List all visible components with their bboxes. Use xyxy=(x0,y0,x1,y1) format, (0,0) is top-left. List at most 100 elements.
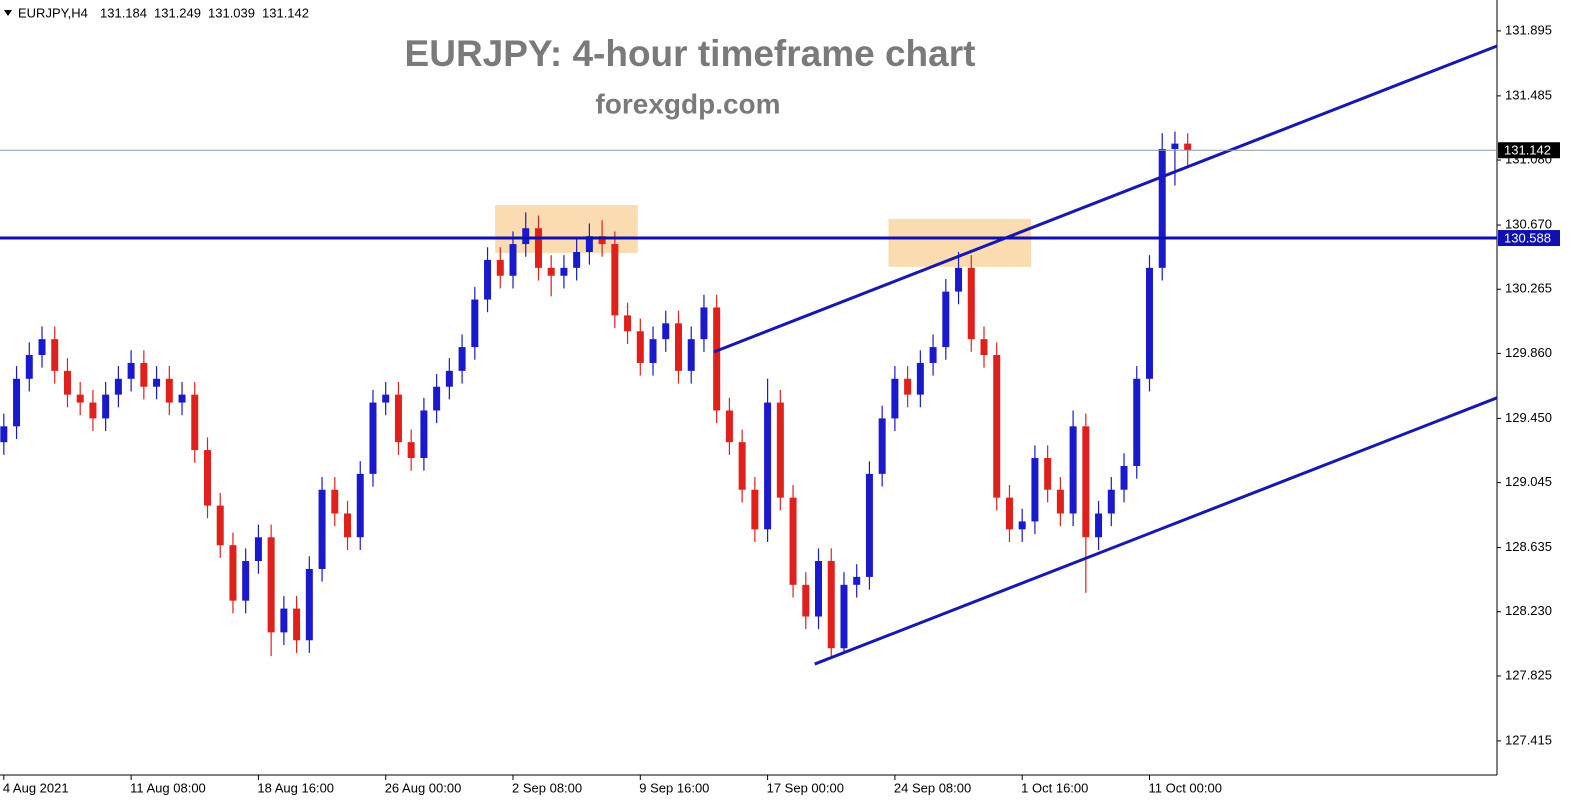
candle-body xyxy=(1018,521,1026,530)
candle-body xyxy=(789,497,797,585)
x-tick-label: 2 Sep 08:00 xyxy=(512,780,582,795)
x-tick-label: 11 Oct 00:00 xyxy=(1148,780,1221,795)
candle-body xyxy=(764,402,772,530)
candle-body xyxy=(840,584,848,649)
zone xyxy=(888,218,1032,267)
candle-body xyxy=(1107,489,1115,514)
candle-body xyxy=(420,410,428,459)
candle-body xyxy=(496,259,504,276)
x-tick-label: 9 Sep 16:00 xyxy=(639,780,709,795)
candle-body xyxy=(853,576,861,585)
candle-body xyxy=(980,339,988,356)
candle-body xyxy=(827,561,835,649)
level-label: 130.588 xyxy=(1504,230,1551,245)
y-tick-label: 129.860 xyxy=(1505,345,1552,360)
candle-body xyxy=(25,355,33,379)
candle-body xyxy=(547,267,555,276)
level-box xyxy=(1498,230,1560,247)
candle-body xyxy=(114,378,122,395)
candle-body xyxy=(1184,143,1192,151)
candle-body xyxy=(687,339,695,371)
candle-body xyxy=(815,561,823,617)
header-low: 131.039 xyxy=(208,5,255,20)
y-tick-label: 128.230 xyxy=(1505,603,1552,618)
candle-body xyxy=(1031,458,1039,522)
candle-body xyxy=(738,442,746,490)
y-tick-label: 130.265 xyxy=(1505,281,1552,296)
x-tick-label: 11 Aug 08:00 xyxy=(130,780,206,795)
y-tick-label: 130.670 xyxy=(1505,216,1552,231)
candle-body xyxy=(955,267,963,292)
y-tick-label: 131.485 xyxy=(1505,87,1552,102)
candle-body xyxy=(356,473,364,538)
candle-body xyxy=(674,323,682,371)
candle-body xyxy=(522,228,530,245)
x-tick-label: 18 Aug 16:00 xyxy=(257,780,334,795)
candle-body xyxy=(63,370,71,395)
candle-body xyxy=(433,386,441,411)
y-tick-label: 127.415 xyxy=(1505,732,1552,747)
candle-body xyxy=(624,315,632,332)
candle-body xyxy=(891,378,899,419)
header-open: 131.184 xyxy=(100,5,147,20)
candle-body xyxy=(611,244,619,316)
candle-body xyxy=(458,347,466,371)
candle-body xyxy=(904,378,912,395)
candle-body xyxy=(1005,497,1013,530)
x-tick-label: 24 Sep 08:00 xyxy=(894,780,971,795)
candle-body xyxy=(1069,426,1077,514)
candle-body xyxy=(382,394,390,403)
candle-body xyxy=(318,489,326,569)
candle-body xyxy=(407,442,415,459)
candle-body xyxy=(153,378,161,387)
candle-body xyxy=(878,418,886,474)
candle-body xyxy=(802,584,810,617)
y-tick-label: 129.450 xyxy=(1505,410,1552,425)
candle-body xyxy=(254,537,262,562)
candle-body xyxy=(700,307,708,340)
x-tick-label: 26 Aug 00:00 xyxy=(385,780,462,795)
candle-body xyxy=(38,339,46,356)
candle-body xyxy=(280,608,288,633)
menu-arrow[interactable] xyxy=(4,10,12,16)
candle-body xyxy=(369,402,377,474)
candle-body xyxy=(1145,267,1153,379)
candle-body xyxy=(191,394,199,451)
candle-body xyxy=(751,489,759,530)
candle-body xyxy=(776,402,784,498)
candle-body xyxy=(229,545,237,601)
candle-body xyxy=(598,236,606,245)
y-tick-label: 131.895 xyxy=(1505,22,1552,37)
candle-body xyxy=(344,513,352,538)
candle-body xyxy=(1044,458,1052,490)
candle-body xyxy=(534,228,542,268)
candle-body xyxy=(916,362,924,395)
last-price-label: 131.142 xyxy=(1504,143,1551,158)
candle-body xyxy=(636,331,644,363)
candle-body xyxy=(0,426,8,443)
candle-body xyxy=(865,473,873,577)
candle-body xyxy=(140,362,148,387)
trend-line xyxy=(713,44,1498,354)
candle-body xyxy=(331,489,339,514)
chart-title: EURJPY: 4-hour timeframe chart xyxy=(405,33,976,74)
candle-body xyxy=(573,251,581,268)
header-high: 131.249 xyxy=(154,5,201,20)
x-tick-label: 1 Oct 16:00 xyxy=(1021,780,1088,795)
candle-body xyxy=(967,267,975,340)
y-tick-label: 127.825 xyxy=(1505,667,1552,682)
candle-body xyxy=(203,450,211,506)
last-price-box xyxy=(1498,142,1560,159)
candle-body xyxy=(1171,143,1179,149)
candle-body xyxy=(76,394,84,403)
candle-body xyxy=(942,291,950,348)
candle-body xyxy=(1120,465,1128,490)
candle-body xyxy=(725,410,733,443)
candle-body xyxy=(216,505,224,546)
candle-body xyxy=(293,608,301,641)
candle-body xyxy=(509,244,517,276)
candle-body xyxy=(1095,513,1103,538)
candle-body xyxy=(929,347,937,363)
